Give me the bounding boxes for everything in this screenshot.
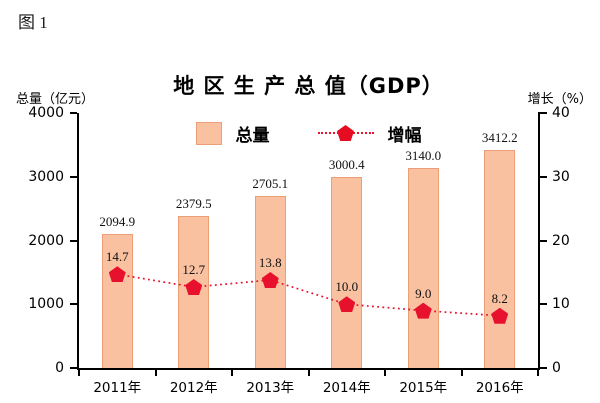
right-tick — [538, 112, 547, 114]
marker-2014年 — [338, 296, 356, 313]
right-tick — [538, 303, 547, 306]
growth-line — [117, 273, 500, 317]
right-tick — [538, 175, 547, 178]
right-tick-label: 10 — [552, 296, 570, 313]
right-axis-caption: 增长（%） — [527, 92, 592, 107]
bar-value-label: 2094.9 — [99, 214, 136, 230]
legend-label-growth: 增幅 — [387, 125, 422, 146]
x-tick — [154, 368, 157, 376]
x-category-label: 2016年 — [475, 380, 524, 396]
marker-2015年 — [414, 302, 432, 319]
bar-swatch-icon — [195, 121, 222, 145]
x-category-label: 2012年 — [169, 380, 218, 396]
left-tick-label: 1000 — [28, 296, 64, 313]
bar-2015年 — [407, 167, 439, 368]
left-tick-label: 0 — [55, 360, 64, 376]
left-tick — [70, 367, 77, 369]
bar-value-label: 2379.5 — [175, 196, 212, 212]
x-tick — [537, 368, 539, 376]
right-tick-label: 0 — [552, 360, 561, 376]
point-value-label: 9.0 — [415, 285, 432, 301]
x-category-label: 2013年 — [246, 380, 295, 396]
left-tick — [70, 175, 77, 178]
right-tick-label: 20 — [552, 232, 570, 249]
legend-item-total: 总量 — [195, 121, 270, 146]
point-value-label: 14.7 — [105, 249, 129, 265]
x-category-label: 2014年 — [322, 380, 371, 396]
bar-2014年 — [331, 176, 363, 368]
x-tick — [384, 368, 386, 376]
left-tick-label: 2000 — [28, 232, 64, 249]
bar-2016年 — [484, 150, 516, 368]
x-tick — [231, 368, 233, 376]
marker-2011年 — [108, 266, 126, 283]
bar-value-label: 2705.1 — [252, 175, 289, 191]
x-tick — [78, 368, 80, 376]
legend-item-growth: 增幅 — [317, 121, 422, 146]
left-tick-label: 4000 — [28, 105, 64, 121]
bar-value-label: 3140.0 — [405, 147, 442, 163]
right-tick-label: 40 — [552, 105, 570, 121]
x-category-label: 2011年 — [93, 380, 142, 396]
x-tick — [307, 368, 310, 376]
point-value-label: 13.8 — [258, 255, 282, 271]
left-tick — [70, 239, 77, 242]
x-category-label: 2015年 — [399, 380, 448, 396]
right-tick — [538, 367, 547, 369]
bar-value-label: 3412.2 — [481, 130, 518, 146]
marker-2012年 — [185, 279, 203, 296]
right-tick — [538, 239, 547, 242]
bar-value-label: 3000.4 — [328, 156, 365, 172]
x-tick — [460, 368, 463, 376]
right-tick-label: 30 — [552, 168, 570, 185]
point-value-label: 12.7 — [182, 262, 206, 278]
line-swatch-icon — [317, 125, 374, 141]
point-value-label: 10.0 — [335, 279, 359, 295]
figure-number: 图 1 — [18, 13, 48, 32]
left-axis-caption: 总量（亿元） — [16, 92, 95, 107]
left-tick — [70, 303, 77, 306]
left-tick-label: 3000 — [28, 168, 64, 185]
marker-2013年 — [261, 272, 279, 289]
legend-label-total: 总量 — [235, 125, 270, 146]
chart-title: 地 区 生 产 总 值（GDP） — [173, 74, 444, 98]
point-value-label: 8.2 — [491, 290, 508, 306]
legend: 总量 增幅 — [77, 119, 540, 147]
pentagon-marker-icon — [337, 125, 354, 141]
left-tick — [70, 112, 77, 114]
plot-area: 2094.9 2379.5 2705.1 3000.4 3140.0 3412.2 14.7… — [28, 105, 569, 396]
marker-2016年 — [491, 307, 509, 324]
